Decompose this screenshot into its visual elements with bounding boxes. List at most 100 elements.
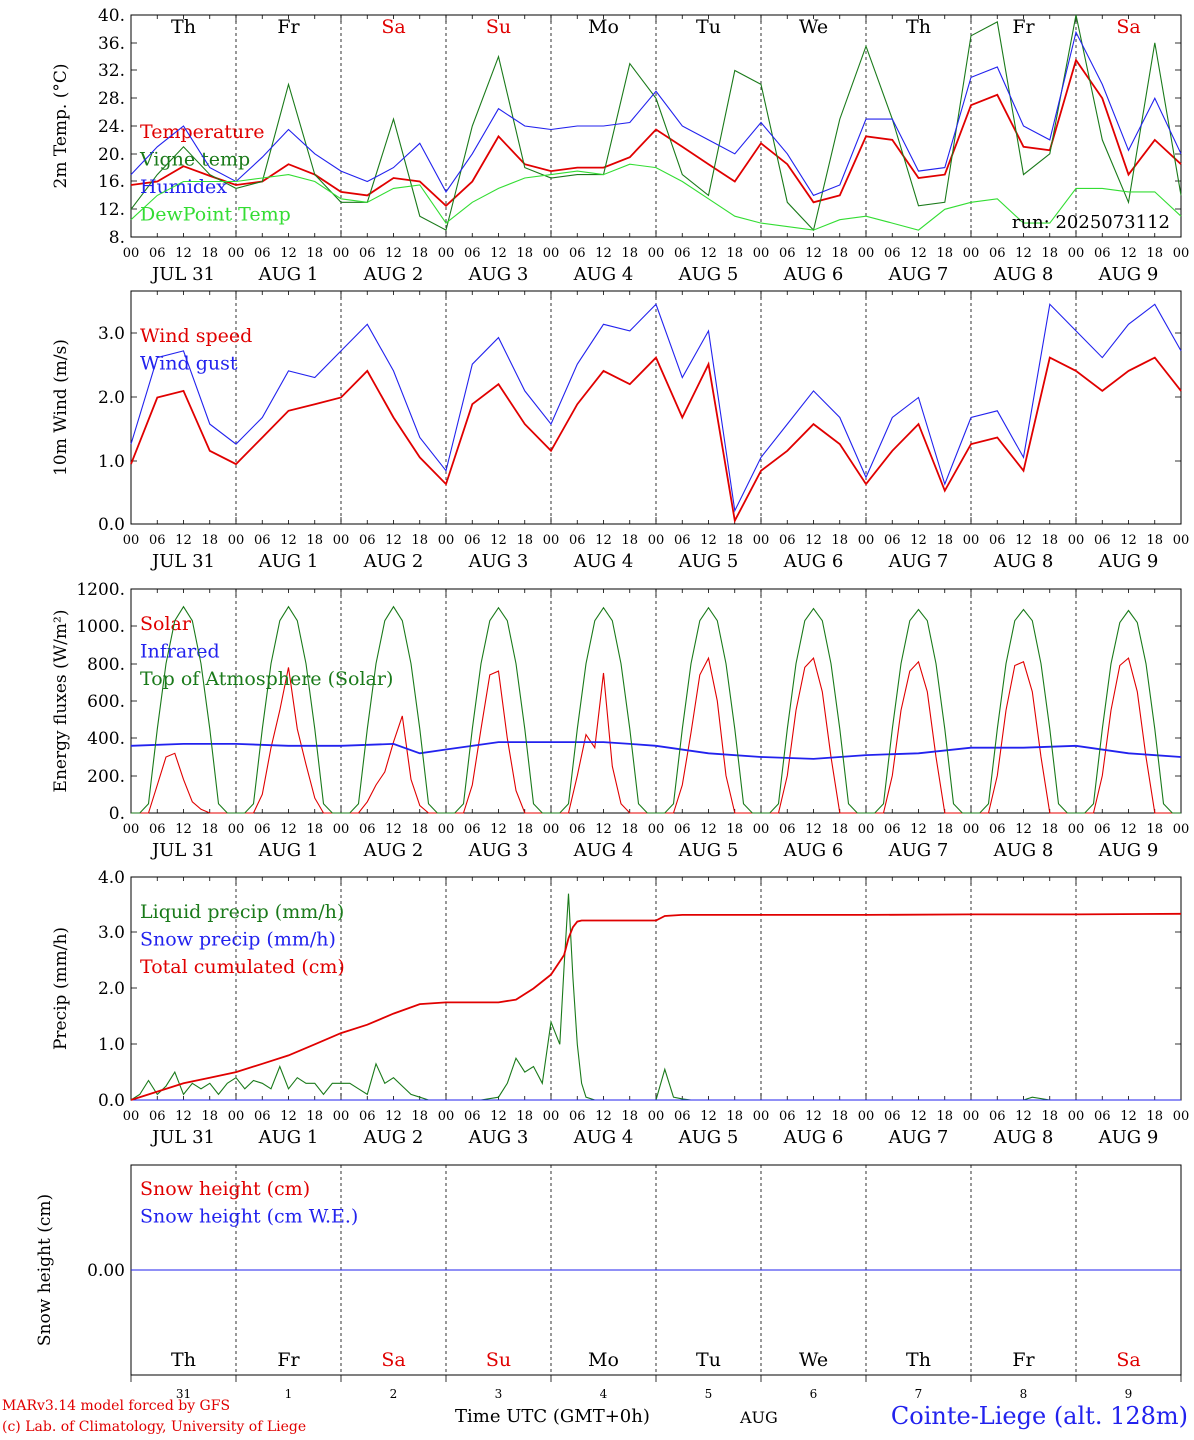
hour-label: 18 [306, 246, 323, 261]
hour-label: 00 [648, 822, 665, 837]
date-label: AUG 4 [573, 551, 634, 572]
hour-label: 06 [359, 822, 376, 837]
date-label: AUG 9 [1098, 551, 1159, 572]
hour-label: 18 [411, 246, 428, 261]
hour-label: 12 [805, 1109, 822, 1124]
y-tick-label: 1200. [76, 580, 125, 600]
y-tick-label: 1.0 [98, 452, 125, 472]
hour-label: 00 [438, 822, 455, 837]
hour-label: 12 [175, 246, 192, 261]
date-label: AUG 6 [783, 1127, 844, 1148]
hour-label: 00 [648, 246, 665, 261]
day-number: 5 [705, 1387, 713, 1401]
date-label: AUG 3 [468, 551, 529, 572]
hour-label: 12 [700, 822, 717, 837]
hour-label: 06 [254, 533, 271, 548]
hour-label: 12 [1015, 1109, 1032, 1124]
hour-label: 12 [175, 822, 192, 837]
legend-label: Top of Atmosphere (Solar) [140, 668, 393, 690]
hour-label: 00 [123, 822, 140, 837]
hour-label: 12 [280, 1109, 297, 1124]
y-tick-label: 28. [98, 89, 125, 109]
hour-label: 12 [595, 1109, 612, 1124]
date-label: JUL 31 [150, 1127, 215, 1148]
hour-label: 18 [621, 822, 638, 837]
hour-label: 18 [1041, 246, 1058, 261]
hour-label: 12 [805, 822, 822, 837]
hour-label: 06 [569, 1109, 586, 1124]
copyright-credit: (c) Lab. of Climatology, University of L… [2, 1419, 307, 1435]
hour-label: 06 [359, 1109, 376, 1124]
date-label: AUG 1 [258, 551, 319, 572]
legend-label: Wind gust [140, 353, 238, 375]
y-tick-label: 1000. [76, 617, 125, 637]
series-line-2 [131, 605, 1181, 814]
hour-label: 06 [674, 533, 691, 548]
hour-label: 00 [858, 533, 875, 548]
hour-label: 06 [674, 1109, 691, 1124]
hour-label: 12 [700, 533, 717, 548]
hour-label: 12 [490, 246, 507, 261]
hour-label: 06 [254, 822, 271, 837]
hour-label: 12 [175, 533, 192, 548]
series-line-1 [130, 14, 1182, 232]
hour-label: 00 [753, 822, 770, 837]
date-label: AUG 4 [573, 264, 634, 285]
series-line-2 [130, 30, 1182, 197]
hour-label: 00 [1173, 1109, 1190, 1124]
hour-label: 12 [1120, 1109, 1137, 1124]
hour-label: 00 [438, 246, 455, 261]
hour-label: 18 [516, 1109, 533, 1124]
hour-label: 18 [1146, 246, 1163, 261]
y-tick-label: 36. [98, 34, 125, 54]
hour-label: 06 [464, 533, 481, 548]
weekday-label: Fr [277, 1349, 300, 1371]
legend-label: Infrared [140, 641, 220, 663]
y-tick-label: 800. [87, 655, 125, 675]
legend-label: Humidex [140, 176, 227, 198]
hour-label: 12 [1120, 246, 1137, 261]
hour-label: 12 [175, 1109, 192, 1124]
hour-label: 06 [569, 822, 586, 837]
legend-label: Snow height (cm) [140, 1178, 310, 1200]
date-label: JUL 31 [150, 264, 215, 285]
y-axis-title: Snow height (cm) [35, 1194, 55, 1346]
hour-label: 18 [516, 246, 533, 261]
hour-label: 00 [858, 822, 875, 837]
hour-label: 06 [569, 533, 586, 548]
hour-label: 00 [1068, 246, 1085, 261]
hour-label: 18 [726, 822, 743, 837]
hour-label: 12 [595, 533, 612, 548]
weekday-label: We [799, 1349, 828, 1371]
hour-label: 12 [280, 246, 297, 261]
date-label: AUG 8 [993, 1127, 1054, 1148]
y-tick-label: 400. [87, 729, 125, 749]
y-tick-label: 1.0 [98, 1035, 125, 1055]
hour-label: 06 [779, 246, 796, 261]
day-number: 9 [1125, 1387, 1133, 1401]
y-tick-label: 8. [109, 228, 125, 248]
hour-label: 00 [1173, 533, 1190, 548]
hour-label: 06 [149, 1109, 166, 1124]
day-number: 1 [285, 1387, 293, 1401]
hour-label: 00 [1068, 533, 1085, 548]
date-label: AUG 5 [678, 264, 739, 285]
series-line-0 [130, 58, 1182, 208]
hour-label: 00 [543, 533, 560, 548]
hour-label: 00 [123, 246, 140, 261]
weekday-label: Th [171, 16, 196, 38]
date-label: AUG 4 [573, 840, 634, 861]
hour-label: 06 [779, 1109, 796, 1124]
hour-label: 18 [831, 822, 848, 837]
day-number: 4 [600, 1387, 608, 1401]
hour-label: 00 [228, 533, 245, 548]
legend-label: DewPoint Temp [140, 204, 291, 226]
y-tick-label: 24. [98, 117, 125, 137]
hour-label: 00 [228, 822, 245, 837]
date-label: AUG 6 [783, 551, 844, 572]
hour-label: 06 [149, 822, 166, 837]
series-line-3 [130, 163, 1182, 231]
date-label: AUG 7 [888, 840, 949, 861]
y-tick-label: 200. [87, 767, 125, 787]
hour-label: 18 [201, 533, 218, 548]
